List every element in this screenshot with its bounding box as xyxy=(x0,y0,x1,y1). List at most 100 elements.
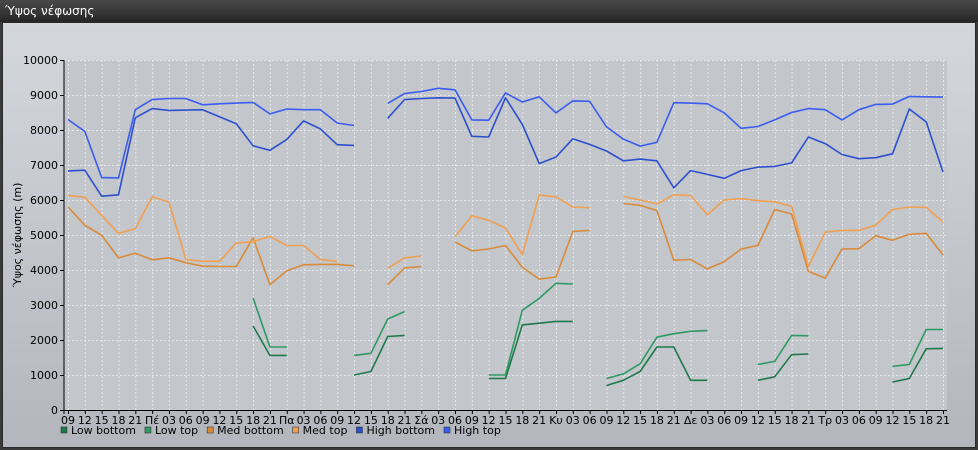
series-line xyxy=(757,353,809,382)
x-tick-label: 06 xyxy=(852,414,866,427)
series-med-top xyxy=(67,194,944,269)
x-tick-label: 21 xyxy=(532,414,546,427)
series-line xyxy=(387,265,422,286)
series-low-bottom xyxy=(252,320,944,387)
legend-swatch xyxy=(60,426,68,434)
x-tick-label: 12 xyxy=(482,414,496,427)
x-tick-label: Πέ xyxy=(145,414,159,427)
x-tick-label: 18 xyxy=(650,414,664,427)
series-line xyxy=(387,255,422,269)
x-tick-label: 06 xyxy=(313,414,327,427)
y-tick-label: 0 xyxy=(51,404,58,417)
y-tick-label: 5000 xyxy=(30,229,58,242)
x-tick-label: 21 xyxy=(801,414,815,427)
legend-label: High bottom xyxy=(366,424,435,437)
x-tick-label: 12 xyxy=(347,414,361,427)
legend-swatch xyxy=(206,426,214,434)
y-tick-label: 9000 xyxy=(30,89,58,102)
x-tick-label: Τρ xyxy=(817,414,832,427)
series-low-top xyxy=(252,282,943,380)
series-line xyxy=(892,328,943,368)
y-tick-label: 3000 xyxy=(30,299,58,312)
legend-swatch xyxy=(356,426,363,434)
x-tick-label: 03 xyxy=(297,414,311,427)
x-tick-label: Πα xyxy=(279,414,295,427)
x-tick-label: 03 xyxy=(566,414,580,427)
x-tick-label: 06 xyxy=(448,414,462,427)
x-tick-label: 18 xyxy=(111,414,125,427)
series-line xyxy=(606,329,708,380)
x-tick-label: 06 xyxy=(583,414,597,427)
x-tick-label: 09 xyxy=(599,414,613,427)
window-title: Ύψος νέφωσης xyxy=(0,0,978,22)
x-tick-label: 15 xyxy=(768,414,782,427)
x-tick-label: 12 xyxy=(886,414,900,427)
x-tick-label: 09 xyxy=(330,414,344,427)
x-tick-label: 18 xyxy=(246,414,260,427)
x-tick-label: 15 xyxy=(902,414,916,427)
x-tick-label: 15 xyxy=(364,414,378,427)
x-tick-label: 21 xyxy=(667,414,681,427)
y-tick-label: 7000 xyxy=(30,159,58,172)
series-line xyxy=(488,320,573,380)
y-tick-label: 10000 xyxy=(23,54,58,67)
x-tick-label: 03 xyxy=(431,414,445,427)
x-tick-label: 18 xyxy=(919,414,933,427)
x-tick-label: 03 xyxy=(700,414,714,427)
x-tick-label: 09 xyxy=(196,414,210,427)
y-tick-label: 1000 xyxy=(30,369,58,382)
legend: Low bottom Low top Med bottom Med top High b… xyxy=(60,424,501,437)
chart-panel: 0 1000 2000 3000 4000 5000 6000 7000 8000 9000 100… xyxy=(2,22,976,448)
series-line xyxy=(454,194,590,256)
x-tick-label: 15 xyxy=(95,414,109,427)
legend-label: Med bottom xyxy=(217,424,284,437)
x-tick-label: 18 xyxy=(515,414,529,427)
series-line xyxy=(67,194,338,263)
series-high-bottom xyxy=(67,97,944,197)
x-tick-label: Κυ xyxy=(549,414,563,427)
y-axis-label: Ύψος νέφωσης (m) xyxy=(11,183,24,289)
cloud-height-chart: 0 1000 2000 3000 4000 5000 6000 7000 8000 9000 100… xyxy=(11,54,950,437)
x-tick-label: 15 xyxy=(499,414,513,427)
series-line xyxy=(454,229,590,280)
series-high-top xyxy=(67,87,944,179)
x-tick-label: 12 xyxy=(616,414,630,427)
x-tick-label: 21 xyxy=(128,414,142,427)
x-tick-label: 12 xyxy=(212,414,226,427)
x-tick-label: 15 xyxy=(633,414,647,427)
legend-label: Med top xyxy=(303,424,348,437)
x-tick-label: 18 xyxy=(785,414,799,427)
x-tick-label: 21 xyxy=(936,414,950,427)
series-line xyxy=(67,206,355,286)
series-line xyxy=(354,310,405,357)
x-tick-label: 09 xyxy=(734,414,748,427)
x-tick-label: 21 xyxy=(398,414,412,427)
y-tick-label: 8000 xyxy=(30,124,58,137)
x-tick-label: 09 xyxy=(869,414,883,427)
series-line xyxy=(387,97,944,189)
series-line xyxy=(488,282,573,376)
series-line xyxy=(623,194,944,268)
x-tick-label: 06 xyxy=(717,414,731,427)
series-line xyxy=(252,325,287,357)
series-line xyxy=(387,87,944,147)
legend-swatch xyxy=(443,426,451,434)
x-tick-label: 06 xyxy=(179,414,193,427)
series-line xyxy=(252,297,287,348)
series-line xyxy=(353,334,405,376)
x-tick-label: 03 xyxy=(835,414,849,427)
x-tick-label: 15 xyxy=(229,414,243,427)
legend-swatch xyxy=(292,426,299,434)
legend-label: Low top xyxy=(155,424,198,437)
series-line xyxy=(757,334,809,366)
x-tick-label: Δε xyxy=(684,414,698,427)
y-tick-label: 2000 xyxy=(30,334,58,347)
y-tick-label: 4000 xyxy=(30,264,58,277)
x-tick-label: 18 xyxy=(381,414,395,427)
legend-label: High top xyxy=(454,424,501,437)
x-tick-label: 12 xyxy=(751,414,765,427)
series-line xyxy=(623,202,944,279)
x-tick-label: 12 xyxy=(78,414,92,427)
y-tick-label: 6000 xyxy=(30,194,58,207)
